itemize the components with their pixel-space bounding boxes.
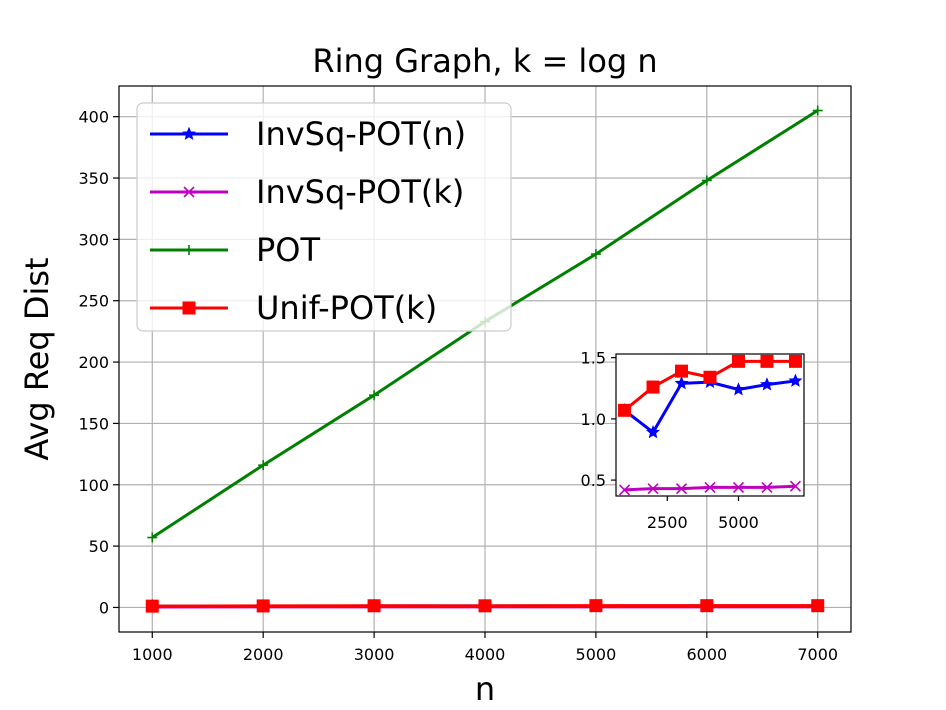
legend-invsq-pot-k-point — [183, 186, 195, 198]
legend: InvSq-POT(n) InvSq-POT(k) POT Unif-POT(k) — [136, 102, 512, 332]
inset-unif-pot-k-point — [703, 370, 717, 384]
inset-series-invsq-pot-n — [617, 373, 803, 439]
inset-unif-pot-k-point — [646, 380, 660, 394]
inset-invsq-pot-k-point — [761, 481, 773, 493]
inset-y-tick-label: 1.5 — [581, 349, 606, 368]
inset-frame — [615, 353, 805, 497]
inset-series-invsq-pot-k — [618, 480, 802, 496]
legend-label-pot: POT — [256, 231, 320, 269]
y-tick-label: 400 — [78, 108, 109, 127]
x-tick-label: 1000 — [132, 645, 173, 664]
y-tick-label: 250 — [78, 292, 109, 311]
pot-point — [258, 460, 269, 471]
unif-pot-k-point — [256, 599, 270, 613]
legend-entry-pot: POT — [150, 231, 320, 269]
inset-series-unif-pot-k — [618, 354, 802, 417]
pot-point — [147, 532, 158, 543]
inset-y-tick-label: 0.5 — [581, 471, 606, 490]
y-axis-label: Avg Req Dist — [18, 257, 56, 460]
x-tick-label: 3000 — [354, 645, 395, 664]
main-ticks: 1000 2000 3000 4000 5000 6000 7000 0 50 100 150 200… — [78, 108, 838, 664]
inset-unif-pot-k-point — [788, 354, 802, 368]
pot-point — [812, 105, 823, 116]
y-tick-label: 50 — [89, 537, 109, 556]
y-tick-label: 0 — [99, 598, 109, 617]
unif-pot-k-point — [478, 599, 492, 613]
y-tick-label: 300 — [78, 230, 109, 249]
legend-entry-invsq-pot-k: InvSq-POT(k) — [150, 173, 464, 211]
unif-pot-k-point — [700, 599, 714, 613]
legend-label-unif-pot-k: Unif-POT(k) — [256, 289, 437, 327]
inset-invsq-pot-n-point — [731, 382, 746, 396]
inset-invsq-pot-n-point — [646, 425, 660, 439]
x-tick-label: 2000 — [243, 645, 284, 664]
inset-invsq-pot-k-point — [647, 483, 659, 495]
x-tick-label: 4000 — [465, 645, 506, 664]
x-tick-label: 7000 — [797, 645, 838, 664]
legend-pot-point — [184, 245, 194, 255]
unif-pot-k-point — [367, 599, 381, 613]
inset-invsq-pot-k-point — [675, 483, 688, 495]
x-axis-label: n — [475, 670, 495, 708]
unif-pot-k-point — [589, 599, 603, 613]
y-tick-label: 350 — [78, 169, 109, 188]
y-tick-label: 200 — [78, 353, 109, 372]
legend-entry-unif-pot-k: Unif-POT(k) — [150, 289, 437, 327]
inset-invsq-pot-n-point — [788, 373, 803, 387]
inset-x-tick-label: 5000 — [718, 513, 759, 532]
y-tick-label: 100 — [78, 476, 109, 495]
pot-point — [590, 249, 601, 260]
inset-invsq-pot-k-point — [618, 484, 631, 496]
chart-title: Ring Graph, k = log n — [312, 42, 657, 80]
x-tick-label: 6000 — [686, 645, 727, 664]
unif-pot-k-point — [811, 599, 825, 613]
inset-y-tick-label: 1.0 — [581, 410, 606, 429]
inset-unif-pot-k-point — [760, 354, 774, 368]
legend-unif-pot-k-point — [182, 301, 196, 315]
legend-label-invsq-pot-k: InvSq-POT(k) — [256, 173, 464, 211]
inset-series — [617, 354, 803, 496]
inset-unif-pot-k-point — [675, 364, 689, 378]
inset-invsq-pot-k-point — [789, 480, 802, 492]
inset-chart: 2500 5000 0.5 1.0 1.5 — [581, 349, 805, 532]
legend-box — [136, 102, 512, 332]
pot-point — [701, 175, 712, 186]
legend-entry-invsq-pot-n: InvSq-POT(n) — [150, 115, 466, 153]
inset-invsq-pot-k-point — [732, 481, 745, 493]
unif-pot-k-point — [145, 599, 159, 613]
legend-label-invsq-pot-n: InvSq-POT(n) — [256, 115, 466, 153]
x-tick-label: 5000 — [576, 645, 617, 664]
inset-x-tick-label: 2500 — [647, 513, 688, 532]
inset-unif-pot-k-point — [618, 403, 632, 417]
inset-unif-pot-k-point — [731, 354, 745, 368]
y-tick-label: 150 — [78, 414, 109, 433]
inset-invsq-pot-k-point — [704, 481, 716, 493]
pot-point — [369, 390, 380, 401]
series-unif-pot-k — [145, 599, 825, 613]
legend-invsq-pot-n-point — [182, 126, 196, 140]
inset-invsq-pot-n-point — [760, 377, 774, 391]
inset-invsq-pot-n-point — [674, 376, 689, 390]
